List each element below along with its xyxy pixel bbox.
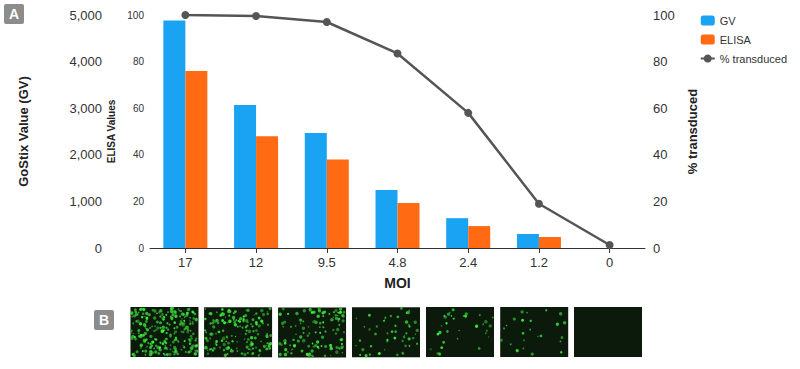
- svg-text:80: 80: [653, 54, 667, 69]
- svg-text:60: 60: [653, 101, 667, 116]
- svg-text:20: 20: [133, 196, 145, 207]
- svg-text:GoStix Value (GV): GoStix Value (GV): [16, 76, 31, 187]
- svg-text:A: A: [9, 6, 19, 22]
- svg-text:0: 0: [606, 255, 613, 270]
- svg-text:ELISA Values: ELISA Values: [106, 99, 117, 163]
- svg-text:B: B: [99, 312, 109, 328]
- svg-text:4,000: 4,000: [69, 54, 102, 69]
- svg-text:80: 80: [133, 56, 145, 67]
- svg-text:100: 100: [127, 10, 144, 21]
- svg-text:0: 0: [653, 241, 660, 256]
- svg-text:2,000: 2,000: [69, 147, 102, 162]
- svg-text:% transduced: % transduced: [685, 89, 700, 174]
- svg-text:0: 0: [95, 241, 102, 256]
- svg-text:ELISA: ELISA: [720, 34, 752, 46]
- svg-text:3,000: 3,000: [69, 101, 102, 116]
- svg-text:2.4: 2.4: [459, 255, 477, 270]
- svg-text:60: 60: [133, 103, 145, 114]
- svg-text:5,000: 5,000: [69, 8, 102, 23]
- svg-text:1.2: 1.2: [530, 255, 548, 270]
- svg-text:% transduced: % transduced: [720, 53, 787, 65]
- svg-text:20: 20: [653, 194, 667, 209]
- svg-text:0: 0: [138, 243, 144, 254]
- svg-text:MOI: MOI: [384, 275, 410, 291]
- svg-text:4.8: 4.8: [388, 255, 406, 270]
- svg-text:GV: GV: [720, 15, 737, 27]
- svg-text:9.5: 9.5: [318, 255, 336, 270]
- svg-text:17: 17: [178, 255, 192, 270]
- svg-text:12: 12: [249, 255, 263, 270]
- svg-text:100: 100: [653, 8, 675, 23]
- svg-text:40: 40: [133, 149, 145, 160]
- svg-text:40: 40: [653, 147, 667, 162]
- svg-text:1,000: 1,000: [69, 194, 102, 209]
